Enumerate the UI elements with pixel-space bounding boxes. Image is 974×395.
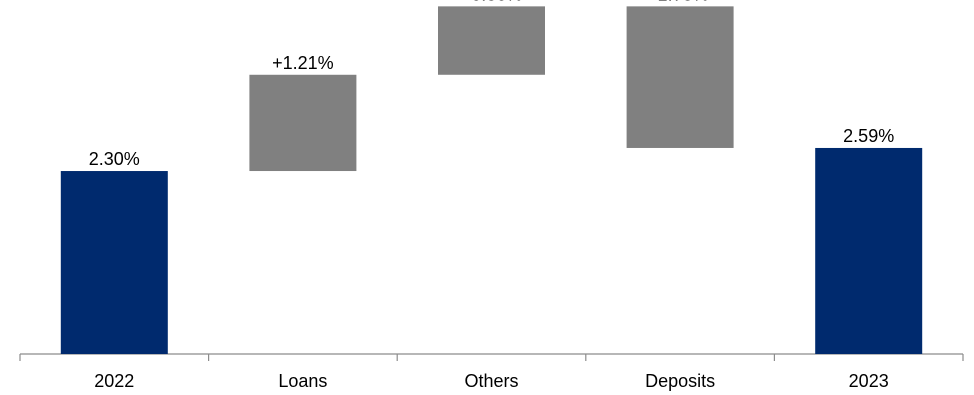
data-label-2023: 2.59%: [843, 126, 894, 146]
x-tick-label-others: Others: [464, 371, 518, 391]
data-label-others: +0.86%: [461, 0, 523, 4]
bar-others: [438, 6, 545, 75]
bar-2023: [815, 147, 923, 354]
data-label-deposits: -1.78%: [652, 0, 709, 4]
data-label-2022: 2.30%: [89, 149, 140, 169]
bar-2022: [60, 171, 168, 354]
x-tick-label-2023: 2023: [849, 371, 889, 391]
data-label-loans: +1.21%: [272, 53, 334, 73]
x-tick-label-2022: 2022: [94, 371, 134, 391]
x-tick-label-deposits: Deposits: [645, 371, 715, 391]
x-tick-label-loans: Loans: [278, 371, 327, 391]
bar-deposits: [626, 6, 734, 148]
bar-loans: [249, 74, 357, 172]
